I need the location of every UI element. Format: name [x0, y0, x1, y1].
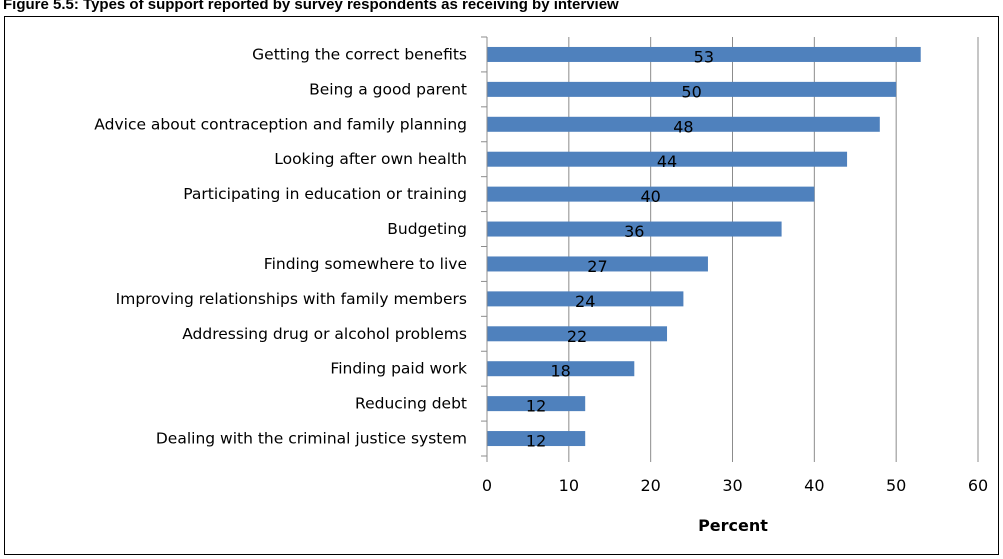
- bar: [487, 431, 586, 447]
- category-label: Getting the correct benefits: [252, 45, 467, 63]
- data-label: 24: [575, 292, 595, 311]
- data-label: 12: [526, 432, 546, 451]
- x-tick-label: 50: [886, 476, 906, 495]
- x-tick-label: 20: [640, 476, 660, 495]
- category-label: Finding paid work: [330, 360, 467, 378]
- labels: 0 10 20 30 40 50 60 Getting the correct benefit…: [94, 45, 988, 495]
- data-label: 50: [681, 82, 701, 101]
- bar: [487, 361, 635, 377]
- category-label: Addressing drug or alcohol problems: [182, 325, 467, 343]
- chart-frame: [4, 16, 999, 555]
- x-axis-title: Percent: [698, 516, 768, 535]
- axes: [481, 36, 979, 462]
- category-label: Improving relationships with family memb…: [116, 290, 467, 308]
- bar: [487, 291, 684, 307]
- bar: [487, 256, 708, 272]
- category-label: Dealing with the criminal justice system: [156, 430, 467, 448]
- data-label: 44: [657, 152, 677, 171]
- bars: [487, 46, 921, 447]
- category-label: Advice about contraception and family pl…: [94, 115, 467, 133]
- bar: [487, 396, 586, 412]
- bar: [487, 151, 848, 167]
- bar: [487, 326, 668, 342]
- data-label: 22: [567, 327, 587, 346]
- category-label: Reducing debt: [355, 395, 467, 413]
- data-label: 48: [673, 117, 693, 136]
- data-label: 27: [587, 257, 607, 276]
- data-label: 12: [526, 397, 546, 416]
- bar: [487, 116, 880, 132]
- data-label: 36: [624, 222, 644, 241]
- category-label: Looking after own health: [274, 150, 467, 168]
- gridlines: [568, 37, 979, 456]
- x-tick-label: 30: [722, 476, 742, 495]
- figure-title: Figure 5.5: Types of support reported by…: [3, 0, 619, 13]
- data-label: 18: [550, 362, 570, 381]
- category-label: Finding somewhere to live: [264, 255, 467, 273]
- category-label: Budgeting: [387, 220, 467, 238]
- category-label: Participating in education or training: [183, 185, 467, 203]
- bar: [487, 81, 897, 97]
- data-label: 40: [640, 187, 660, 206]
- bar: [487, 221, 782, 237]
- bar: [487, 46, 921, 62]
- x-tick-label: 40: [804, 476, 824, 495]
- data-label: 53: [694, 47, 714, 66]
- bar: [487, 186, 815, 202]
- x-tick-label: 60: [968, 476, 988, 495]
- category-label: Being a good parent: [309, 80, 467, 98]
- x-tick-label: 0: [482, 476, 492, 495]
- x-tick-label: 10: [559, 476, 579, 495]
